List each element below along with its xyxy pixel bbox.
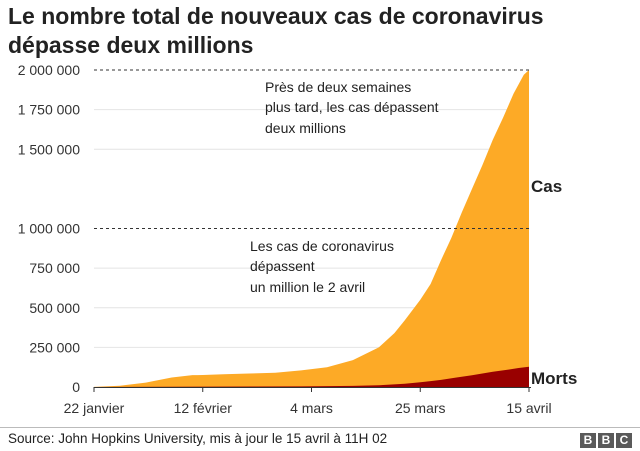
x-tick-label-0: 22 janvier — [64, 400, 125, 416]
chart-title-line-2: dépasse deux millions — [8, 32, 254, 58]
chart-title-line-1: Le nombre total de nouveaux cas de coron… — [8, 3, 544, 29]
annotation-two-million: Près de deux semaines plus tard, les cas… — [265, 79, 442, 136]
series-label-cas: Cas — [531, 177, 562, 196]
x-tick-label-3: 25 mars — [395, 400, 446, 416]
y-tick-label-7: 2 000 000 — [18, 62, 80, 78]
annotation-two-million-line-1: Près de deux semaines — [265, 79, 411, 95]
x-tick-label-1: 12 février — [174, 400, 233, 416]
area-morts — [94, 366, 529, 387]
x-tick-label-2: 4 mars — [290, 400, 333, 416]
bbc-logo-letter-1: B — [580, 433, 596, 448]
x-tick-label-4: 15 avril — [506, 400, 551, 416]
annotation-two-million-line-2: plus tard, les cas dépassent — [265, 99, 439, 115]
area-series — [94, 70, 529, 387]
bbc-logo-letter-3: C — [616, 433, 632, 448]
annotation-one-million-line-1: Les cas de coronavirus — [250, 238, 394, 254]
x-axis-ticks: 22 janvier 12 février 4 mars 25 mars 15 avri… — [64, 387, 552, 416]
y-tick-labels: 0 250 000 500 000 750 000 1 000 000 1 500 000… — [18, 62, 81, 395]
reference-lines — [94, 69, 529, 229]
footer: Source: John Hopkins University, mis à j… — [0, 427, 640, 451]
source-text: Source: John Hopkins University, mis à j… — [8, 431, 388, 446]
series-label-morts: Morts — [531, 369, 577, 388]
chart-title: Le nombre total de nouveaux cas de coron… — [8, 2, 633, 60]
annotation-one-million-line-2: dépassent — [250, 258, 315, 274]
bbc-logo-letter-2: B — [598, 433, 614, 448]
annotation-one-million: Les cas de coronavirus dépassent un mill… — [250, 238, 398, 295]
area-chart: 0 250 000 500 000 750 000 1 000 000 1 500 000… — [18, 62, 578, 416]
y-tick-label-1: 250 000 — [29, 339, 80, 355]
y-tick-label-3: 750 000 — [29, 260, 80, 276]
y-tick-label-0: 0 — [72, 379, 80, 395]
y-tick-label-6: 1 750 000 — [18, 102, 80, 118]
bbc-logo: B B C — [580, 433, 632, 448]
y-tick-label-4: 1 000 000 — [18, 221, 80, 237]
annotation-one-million-line-3: un million le 2 avril — [250, 279, 365, 295]
y-tick-label-5: 1 500 000 — [18, 141, 80, 157]
y-tick-label-2: 500 000 — [29, 300, 80, 316]
area-cas — [94, 70, 529, 387]
annotation-two-million-line-3: deux millions — [265, 120, 346, 136]
